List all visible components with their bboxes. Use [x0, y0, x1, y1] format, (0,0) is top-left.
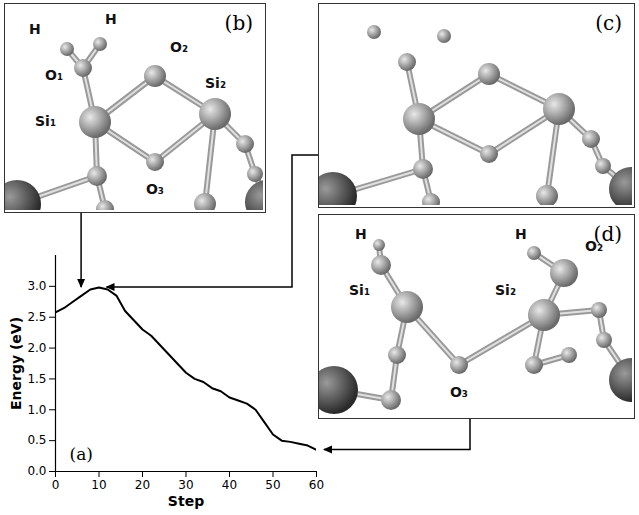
svg-text:Step: Step [168, 493, 204, 509]
svg-text:60: 60 [309, 478, 324, 492]
svg-text:Si₁: Si₁ [349, 282, 370, 298]
svg-text:(b): (b) [225, 11, 253, 35]
svg-text:(a): (a) [70, 444, 93, 464]
svg-text:H: H [515, 226, 527, 242]
svg-text:0: 0 [52, 478, 60, 492]
svg-text:Energy (eV): Energy (eV) [8, 317, 24, 410]
svg-text:O₃: O₃ [146, 181, 164, 197]
svg-text:20: 20 [135, 478, 150, 492]
svg-text:40: 40 [222, 478, 237, 492]
svg-text:50: 50 [265, 478, 280, 492]
svg-text:30: 30 [178, 478, 193, 492]
svg-text:Si₂: Si₂ [495, 282, 516, 298]
svg-text:H: H [29, 21, 41, 37]
svg-text:3.0: 3.0 [27, 279, 46, 293]
svg-text:2.5: 2.5 [27, 310, 46, 324]
svg-text:H: H [105, 11, 117, 27]
svg-text:O₂: O₂ [170, 39, 188, 55]
svg-text:O₃: O₃ [450, 384, 468, 400]
svg-text:1.5: 1.5 [27, 372, 46, 386]
svg-text:2.0: 2.0 [27, 341, 46, 355]
svg-text:1.0: 1.0 [27, 403, 46, 417]
svg-text:H: H [355, 226, 367, 242]
svg-text:(c): (c) [595, 11, 622, 35]
svg-text:Si₁: Si₁ [35, 113, 56, 129]
svg-text:O₁: O₁ [45, 67, 63, 83]
svg-text:0.0: 0.0 [27, 464, 46, 478]
svg-text:(d): (d) [594, 222, 622, 246]
svg-text:10: 10 [91, 478, 106, 492]
svg-text:O₂: O₂ [585, 238, 603, 254]
svg-text:Si₂: Si₂ [205, 75, 226, 91]
svg-text:0.5: 0.5 [27, 433, 46, 447]
